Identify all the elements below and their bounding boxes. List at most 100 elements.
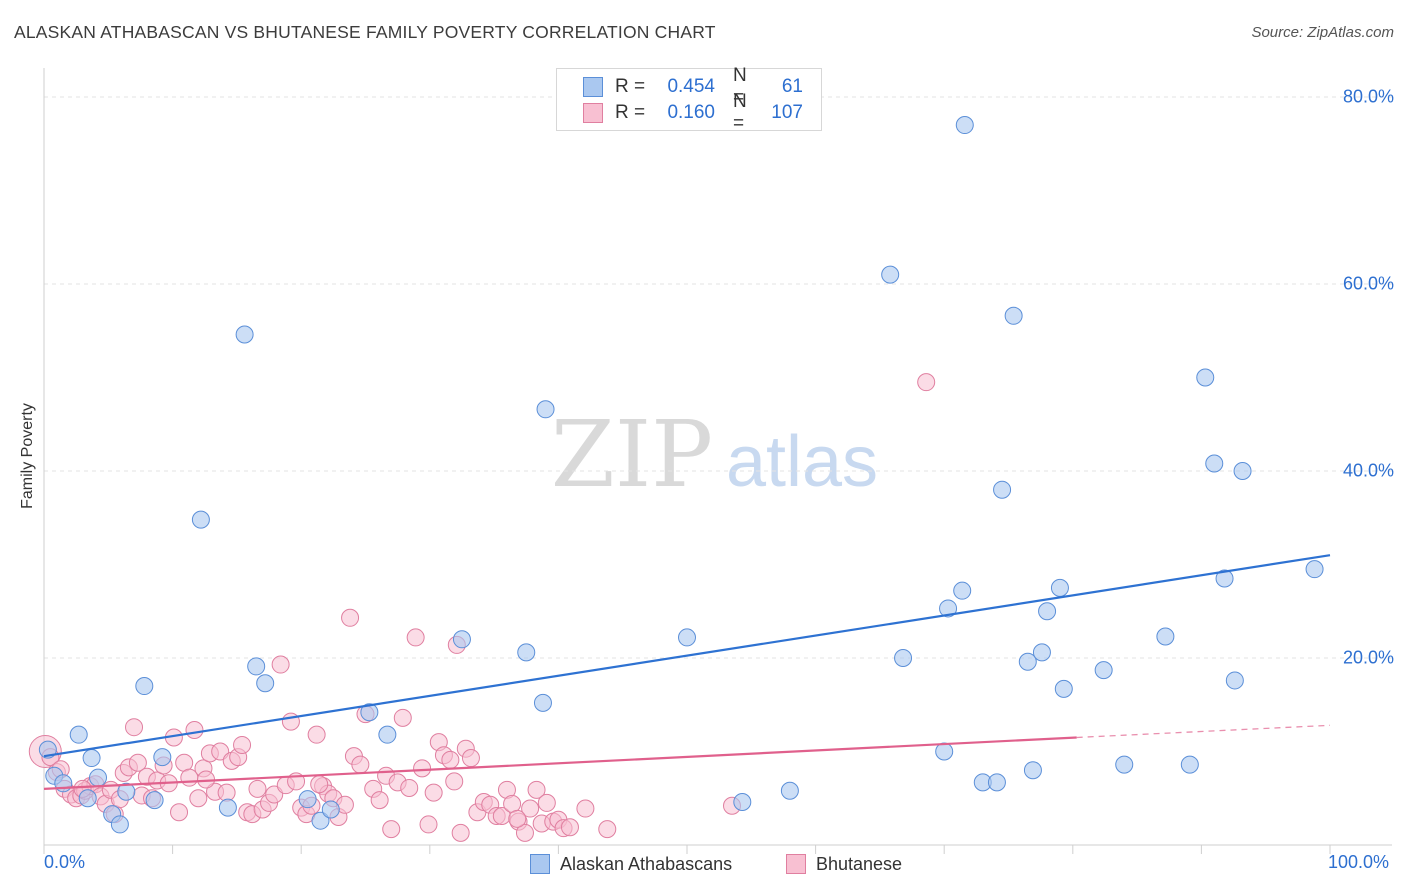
alaskan-athabascan-point [360, 703, 379, 722]
bhutanese-point [917, 373, 936, 392]
bhutanese-point [537, 793, 556, 812]
bhutanese-point [445, 772, 464, 791]
alaskan-athabascan-point [247, 657, 266, 676]
alaskan-athabascan-point [235, 325, 254, 344]
bhutanese-point [406, 628, 425, 647]
alaskan-athabascan-point [935, 742, 954, 761]
bhutanese-point [413, 759, 432, 778]
alaskan-athabascan-point [1032, 643, 1051, 662]
bhutanese-point [128, 753, 147, 772]
bhutanese-point [560, 818, 579, 837]
alaskan-athabascan-point [145, 791, 164, 810]
alaskan-athabascan-point [89, 768, 108, 787]
legend-r-value: 0.160 [667, 102, 715, 123]
bhutanese-point [451, 823, 470, 842]
alaskan-athabascan-point [82, 749, 101, 768]
bhutanese-points [28, 373, 936, 842]
alaskan-athabascan-point [1038, 602, 1057, 621]
bhutanese-point [175, 753, 194, 772]
alaskan-athabascan-point [1004, 306, 1023, 325]
alaskan-athabascan-point [78, 789, 97, 808]
alaskan-athabascan-point [1018, 652, 1037, 671]
alaskan-athabascan-point [536, 400, 555, 419]
bhutanese-point [310, 775, 329, 794]
alaskan-athabascan-point [110, 815, 129, 834]
alaskan-athabascan-point [256, 674, 275, 693]
bhutanese-point [382, 820, 401, 839]
legend-swatch-alaskan [583, 77, 603, 97]
alaskan-athabascan-points [38, 116, 1324, 834]
bottom-legend-alaskan: Alaskan Athabascans [530, 852, 732, 876]
y-tick-label: 80.0% [1342, 86, 1394, 107]
bhutanese-point [503, 794, 522, 813]
alaskan-athabascan-point [321, 800, 340, 819]
alaskan-athabascan-point [452, 630, 471, 649]
watermark-atlas: atlas [726, 422, 878, 502]
y-tick-label: 40.0% [1342, 460, 1394, 481]
bhutanese-point [424, 783, 443, 802]
bhutanese-point [351, 755, 370, 774]
alaskan-athabascan-point [298, 790, 317, 809]
alaskan-athabascan-point [1215, 569, 1234, 588]
bottom-legend-label-alaskan: Alaskan Athabascans [560, 853, 733, 874]
alaskan-athabascan-point [1050, 578, 1069, 597]
bhutanese-point [515, 823, 534, 842]
alaskan-athabascan-point [993, 480, 1012, 499]
alaskan-athabascan-point [987, 773, 1006, 792]
legend-r-label: R = [615, 102, 646, 123]
bhutanese-point [248, 779, 267, 798]
alaskan-athabascan-point [135, 677, 154, 696]
bhutanese-point [441, 750, 460, 769]
alaskan-athabascan-point [881, 265, 900, 284]
alaskan-athabascan-point [153, 748, 172, 767]
bottom-legend-swatch-bhutanese [786, 854, 806, 874]
bhutanese-point [598, 820, 617, 839]
alaskan-athabascan-point [1233, 462, 1252, 480]
bhutanese-point [521, 799, 540, 818]
legend-r-value: 0.454 [667, 76, 715, 97]
alaskan-athabascan-point [311, 811, 330, 830]
legend-n-value: 61 [781, 76, 803, 97]
trend-lines [43, 554, 1331, 790]
alaskan-athabascan-point [733, 792, 752, 811]
alaskan-athabascan-point [955, 116, 974, 135]
legend-n-label: N = [733, 65, 747, 108]
alaskan-athabascan-point [678, 628, 696, 647]
alaskan-athabascan-point [1196, 368, 1215, 387]
legend-swatch-bhutanese [583, 103, 603, 123]
source-note: Source: ZipAtlas.com [1251, 24, 1394, 41]
alaskan-athabascan-point [218, 798, 237, 817]
legend-n-value: 107 [771, 102, 803, 123]
alaskan-athabascan-point [191, 510, 210, 529]
bhutanese-point [461, 749, 480, 768]
alaskan-athabascan-point [1094, 661, 1113, 680]
legend-n-label: N = [733, 91, 747, 134]
bhutanese-point [508, 809, 527, 828]
bhutanese-point [370, 791, 389, 810]
bhutanese-point [217, 783, 236, 802]
bhutanese-trend-extension [1076, 724, 1331, 739]
alaskan-athabascan-point [378, 725, 397, 744]
bottom-legend-bhutanese: Bhutanese [786, 852, 902, 876]
bottom-legend-label-bhutanese: Bhutanese [816, 853, 903, 874]
alaskan-athabascan-point [69, 725, 88, 744]
correlation-legend: R = 0.454 N = 61 R = 0.160 N = 107 [556, 65, 822, 134]
bhutanese-point [271, 655, 290, 674]
alaskan-athabascan-point [1115, 755, 1134, 774]
bhutanese-point [419, 815, 438, 834]
alaskan-athabascan-point [894, 649, 913, 667]
legend-row-alaskan: R = 0.454 N = 61 [583, 65, 803, 108]
bhutanese-point [189, 789, 208, 808]
y-tick-label: 60.0% [1342, 273, 1394, 294]
bhutanese-point [307, 725, 326, 744]
bhutanese-point [576, 799, 595, 818]
alaskan-athabascan-point [939, 599, 958, 618]
alaskan-athabascan-point [533, 693, 552, 712]
bhutanese-trend-line [43, 736, 1077, 790]
alaskan-athabascan-point [1225, 671, 1244, 690]
bhutanese-point [233, 735, 252, 754]
alaskan-trend-line [43, 554, 1331, 758]
alaskan-athabascan-point [1205, 454, 1224, 473]
bhutanese-point [400, 778, 419, 797]
legend-r-label: R = [615, 76, 646, 97]
